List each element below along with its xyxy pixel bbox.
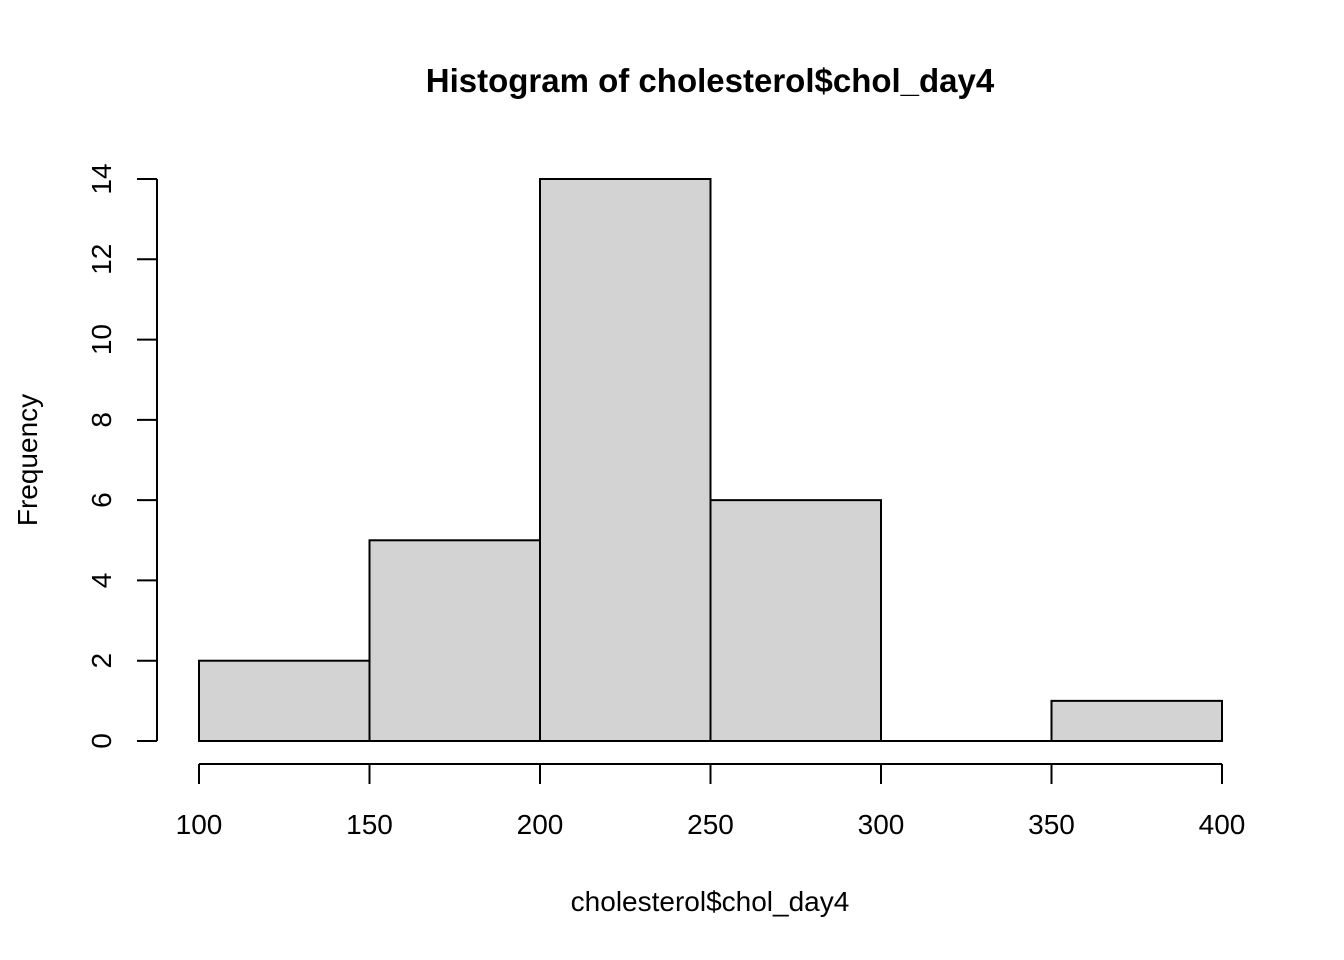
histogram-bar-200-250 — [539, 178, 712, 742]
histogram-bar-150-200 — [368, 539, 541, 742]
histogram-bar-350-400 — [1050, 699, 1223, 742]
y-tick-label-10: 10 — [86, 324, 117, 355]
y-tick-label-8: 8 — [86, 412, 117, 428]
x-axis: 100 150 200 250 300 350 400 — [176, 763, 1246, 840]
x-tick-label-250: 250 — [687, 809, 734, 840]
x-tick-label-400: 400 — [1199, 809, 1246, 840]
y-tick-label-14: 14 — [86, 163, 117, 194]
histogram-bar-100-150 — [198, 659, 371, 743]
x-tick-label-100: 100 — [176, 809, 223, 840]
y-tick-label-4: 4 — [86, 573, 117, 589]
x-tick-label-200: 200 — [517, 809, 564, 840]
bars-group — [198, 178, 1223, 743]
x-tick-label-150: 150 — [346, 809, 393, 840]
histogram-bar-250-300 — [709, 499, 882, 742]
y-axis: 0 2 4 6 8 10 12 14 — [86, 163, 158, 749]
y-tick-label-12: 12 — [86, 244, 117, 275]
y-axis-label: Frequency — [12, 394, 43, 526]
x-tick-label-350: 350 — [1028, 809, 1075, 840]
y-tick-label-0: 0 — [86, 733, 117, 749]
x-axis-label: cholesterol$chol_day4 — [571, 886, 850, 917]
y-tick-label-2: 2 — [86, 653, 117, 669]
x-tick-label-300: 300 — [858, 809, 905, 840]
y-tick-label-6: 6 — [86, 492, 117, 508]
chart-title: Histogram of cholesterol$chol_day4 — [426, 62, 995, 99]
